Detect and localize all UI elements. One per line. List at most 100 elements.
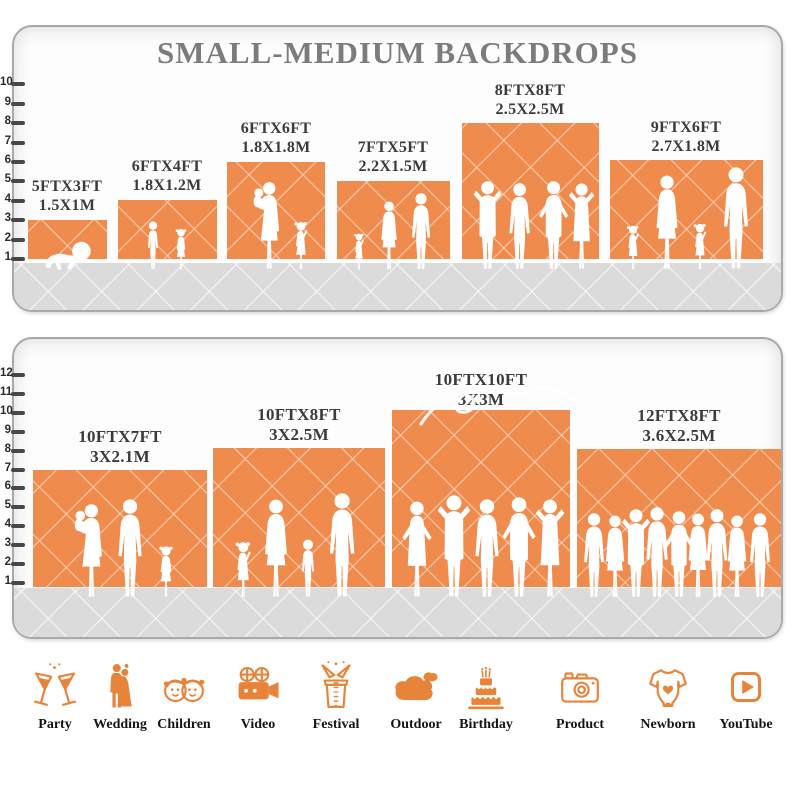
category-label: Children	[157, 717, 211, 732]
size-ft: 10FTX8FT	[257, 405, 341, 424]
size-ft: 9FTX6FT	[650, 119, 722, 136]
size-m: 2.2X1.5M	[358, 157, 428, 175]
category-label: Newborn	[640, 717, 696, 732]
posing-group-silhouettes	[473, 181, 595, 269]
ruler-tick	[11, 430, 25, 434]
backdrop-swatch-7x5	[337, 181, 450, 270]
crowd-silhouettes	[584, 507, 770, 597]
gift-box-icon	[321, 661, 351, 709]
size-ft: 6FTX6FT	[240, 120, 312, 137]
size-ft: 6FTX4FT	[131, 158, 203, 175]
ruler-number: 5	[4, 499, 11, 511]
size-ft: 10FTX7FT	[78, 427, 162, 446]
backdrop-swatch-8x8	[462, 123, 599, 269]
ruler-tick	[11, 238, 25, 242]
size-m: 2.5X2.5M	[495, 100, 565, 118]
backdrop-label: 12FTX8FT 3.6X2.5M	[604, 406, 754, 446]
backdrop-label: 6FTX6FT 1.8X1.8M	[211, 120, 341, 158]
ruler-tick	[11, 392, 25, 396]
backdrop-label: 10FTX8FT 3X2.5M	[224, 405, 374, 445]
size-m: 1.5X1M	[38, 196, 96, 214]
size-ft: 8FTX8FT	[494, 82, 566, 99]
family-silhouettes	[354, 193, 431, 270]
size-ft: 5FTX3FT	[31, 178, 103, 195]
ruler-number: 6	[4, 480, 11, 492]
backdrop-label: 5FTX3FT 1.5X1M	[2, 178, 132, 216]
ruler-number: 2	[4, 232, 11, 244]
size-m: 3X2.1M	[90, 447, 150, 467]
ruler-tick	[11, 141, 25, 145]
backdrop-label: 10FTX7FT 3X2.1M	[45, 427, 195, 467]
watermark-scribble	[419, 385, 577, 426]
category-label: Party	[38, 717, 72, 732]
category-wedding: Wedding	[80, 660, 160, 733]
ruler-number: 2	[4, 556, 11, 568]
ruler-number: 8	[4, 443, 11, 455]
ruler-number: 6	[4, 154, 11, 166]
size-m: 1.8X1.2M	[132, 176, 202, 194]
ruler-tick	[11, 257, 25, 261]
page-title: SMALL-MEDIUM BACKDROPS	[157, 35, 638, 70]
category-label: Product	[556, 717, 604, 732]
ruler-number: 1	[4, 251, 11, 263]
ruler-tick	[11, 160, 25, 164]
category-children: Children	[144, 660, 224, 733]
children-silhouettes	[147, 221, 187, 270]
ruler-tick	[11, 102, 25, 106]
size-m: 3X2.5M	[269, 425, 329, 445]
backdrop-swatch-12x8	[577, 449, 781, 597]
ruler-number: 7	[4, 135, 11, 147]
category-label: Birthday	[459, 717, 513, 732]
backdrop-label: 8FTX8FT 2.5X2.5M	[465, 82, 595, 120]
ruler-tick	[11, 468, 25, 472]
cloud-icon	[395, 672, 438, 700]
ruler-number: 11	[0, 386, 13, 398]
ruler-tick	[11, 179, 25, 183]
ruler-tick	[11, 411, 25, 415]
family-silhouettes	[235, 493, 355, 597]
ruler-number: 3	[4, 537, 11, 549]
family-silhouettes	[74, 499, 173, 597]
category-product: Product	[540, 660, 620, 733]
ruler-tick	[11, 581, 25, 585]
wedding-couple-icon	[110, 664, 132, 708]
backdrop-label: 6FTX4FT 1.8X1.2M	[102, 158, 232, 196]
ruler-number: 3	[4, 212, 11, 224]
youtube-play-icon	[731, 672, 761, 702]
size-ft: 12FTX8FT	[637, 406, 721, 425]
backdrop-swatch-10x10	[392, 410, 570, 597]
birthday-cake-icon	[468, 667, 504, 710]
ruler-tick	[11, 449, 25, 453]
crawling-baby-silhouette	[45, 241, 91, 270]
ruler-tick	[11, 199, 25, 203]
ruler-tick	[11, 524, 25, 528]
backdrop-swatch-5x3	[28, 220, 107, 270]
ruler-number: 4	[4, 518, 11, 530]
ruler-tick	[11, 373, 25, 377]
ruler-number: 1	[4, 575, 11, 587]
floor-strip	[14, 263, 781, 310]
ruler-tick	[11, 121, 25, 125]
backdrop-swatch-10x8	[213, 448, 385, 597]
backdrop-swatch-9x6	[610, 160, 763, 270]
category-birthday: Birthday	[446, 660, 526, 733]
size-m: 1.8X1.8M	[241, 138, 311, 156]
ruler-number: 10	[0, 405, 13, 417]
category-video: Video	[218, 660, 298, 733]
category-label: Festival	[312, 717, 360, 732]
size-m: 3.6X2.5M	[642, 426, 716, 446]
category-newborn: Newborn	[628, 660, 708, 733]
category-youtube: YouTube	[706, 660, 786, 733]
ruler-tick	[11, 505, 25, 509]
floor-strip	[14, 588, 781, 637]
family-silhouettes	[626, 167, 749, 270]
ruler-number: 4	[4, 193, 11, 205]
size-ft: 10FTX10FT	[434, 370, 528, 389]
ruler-number: 7	[4, 462, 11, 474]
size-ft: 7FTX5FT	[357, 139, 429, 156]
backdrop-label: 7FTX5FT 2.2X1.5M	[328, 139, 458, 177]
ruler-number: 8	[4, 115, 11, 127]
ruler-tick	[11, 562, 25, 566]
backdrop-swatch-10x7	[33, 470, 207, 597]
